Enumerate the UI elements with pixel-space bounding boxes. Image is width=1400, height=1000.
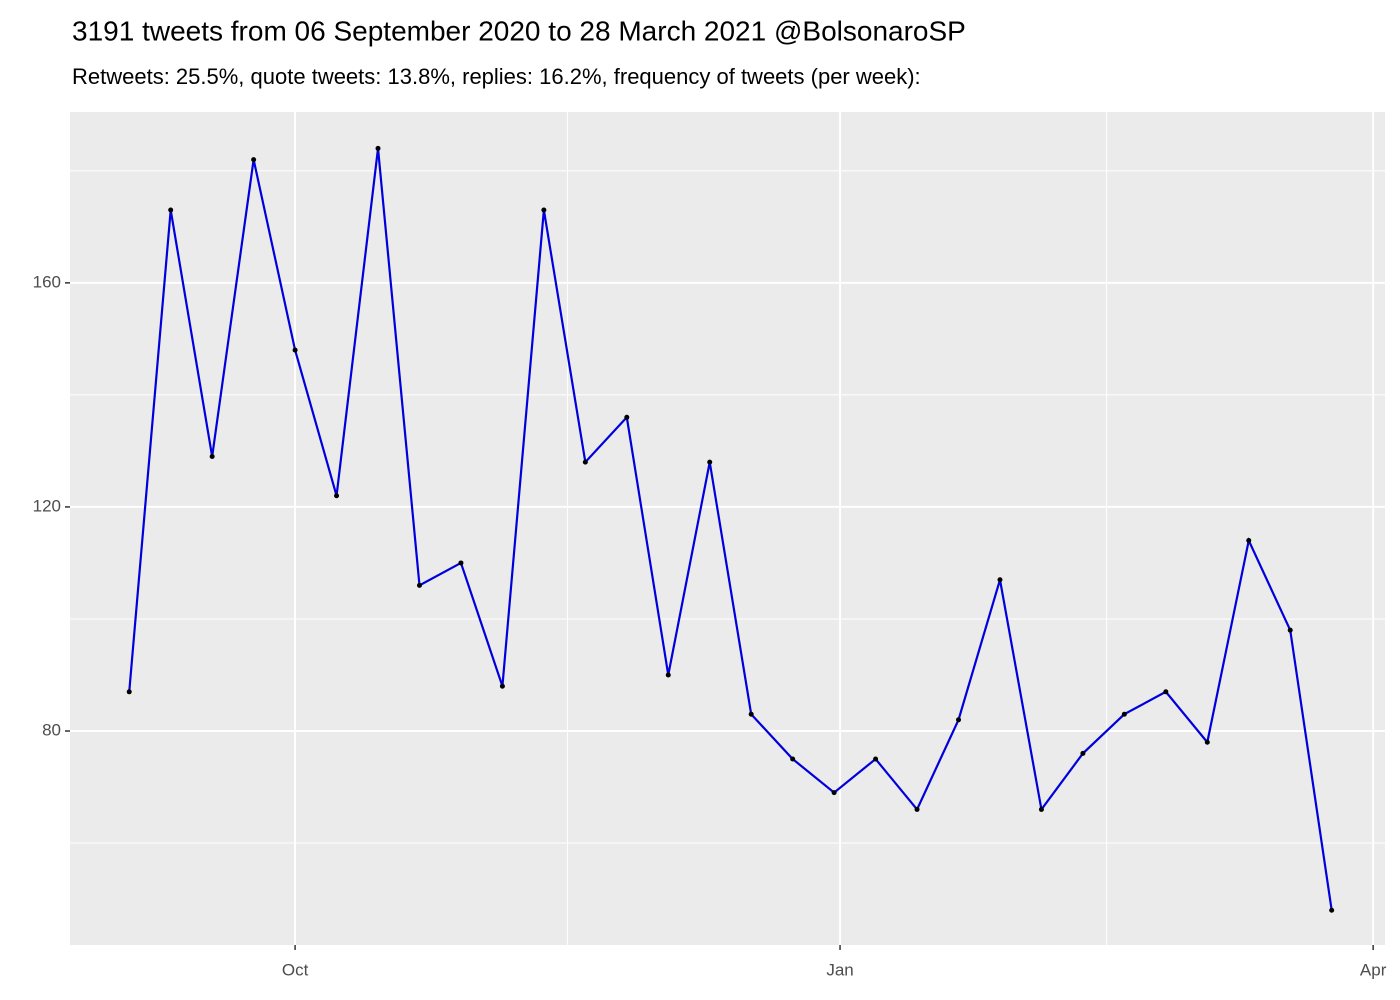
data-point [292,347,298,353]
x-tick-label: Oct [282,960,309,979]
data-point [1080,750,1086,756]
data-point [790,756,796,762]
plot-panel [70,112,1385,945]
data-point [126,689,132,695]
data-point [624,414,630,420]
chart-subtitle: Retweets: 25.5%, quote tweets: 13.8%, re… [72,64,921,89]
chart-title: 3191 tweets from 06 September 2020 to 28… [72,15,966,46]
data-point [997,577,1003,583]
data-point [1246,538,1252,544]
data-point [334,493,340,499]
data-point [956,717,962,723]
series-line [128,148,1333,911]
data-point [1163,689,1169,695]
data-point [1204,739,1210,745]
data-point [873,756,879,762]
x-tick-label: Apr [1360,960,1387,979]
data-point [375,145,381,151]
data-point [541,207,547,213]
data-point [748,711,754,717]
data-point [831,790,837,796]
data-point [458,560,464,566]
data-point [707,459,713,465]
data-point [1287,627,1293,633]
data-point [914,806,920,812]
y-tick-label: 80 [42,720,61,739]
data-point [665,672,671,678]
data-point [582,459,588,465]
data-point [251,157,257,163]
y-tick-label: 120 [33,496,61,515]
data-point [416,582,422,588]
data-point [499,683,505,689]
x-tick-label: Jan [826,960,853,979]
data-point [168,207,174,213]
y-tick-label: 160 [33,272,61,291]
data-point [209,454,215,460]
data-point [1121,711,1127,717]
data-point [1329,907,1335,913]
data-point [1038,806,1044,812]
